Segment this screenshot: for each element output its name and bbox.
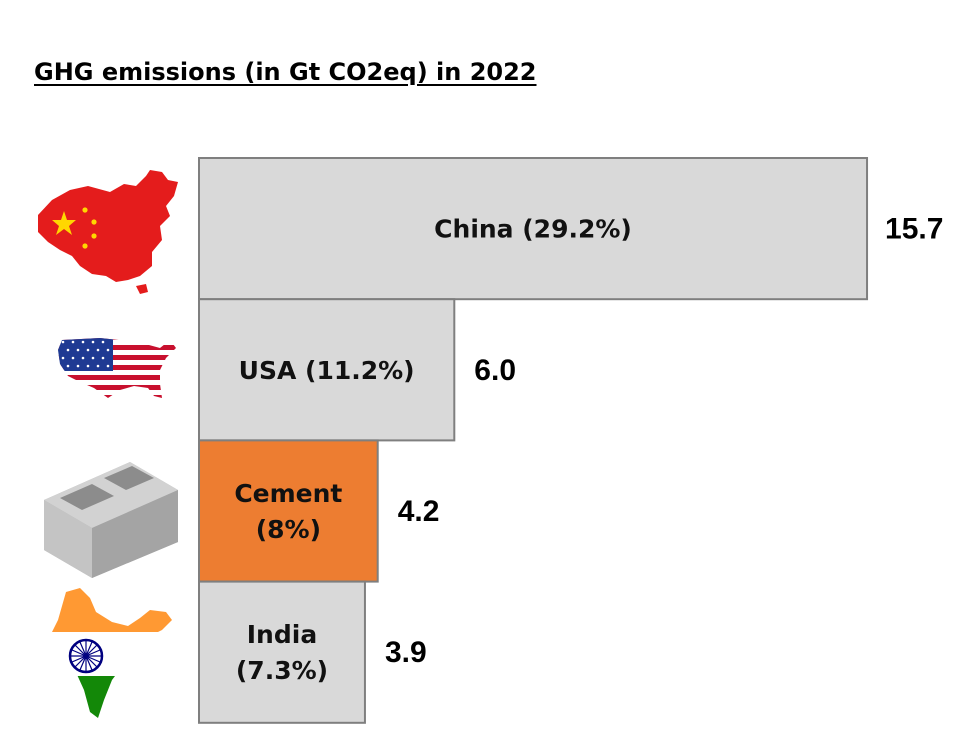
chart-title: GHG emissions (in Gt CO2eq) in 2022 (34, 58, 537, 86)
bar-3 (198, 580, 366, 724)
china-map-flag-icon (38, 170, 178, 294)
bar-category-label-0: China (29.2%) (434, 215, 632, 244)
bar-category-label-2: Cement (8%) (234, 479, 342, 544)
bar-1 (198, 298, 456, 442)
bar-value-label-3: 3.9 (385, 636, 427, 669)
bar-category-label-3: India (7.3%) (236, 620, 328, 685)
usa-map-flag-icon (58, 338, 176, 398)
cement-block-icon (44, 462, 178, 578)
bars-layer: China (29.2%) 15.7 USA (11.2%) 6.0 Cement (8%… (198, 157, 943, 724)
bar-value-label-1: 6.0 (474, 354, 516, 387)
bar-category-label-1: USA (11.2%) (239, 356, 415, 385)
bar-value-label-2: 4.2 (398, 495, 440, 528)
bar-2 (198, 439, 379, 583)
bar-value-label-0: 15.7 (885, 213, 943, 246)
india-map-flag-icon (42, 588, 172, 718)
bar-0 (198, 157, 869, 301)
